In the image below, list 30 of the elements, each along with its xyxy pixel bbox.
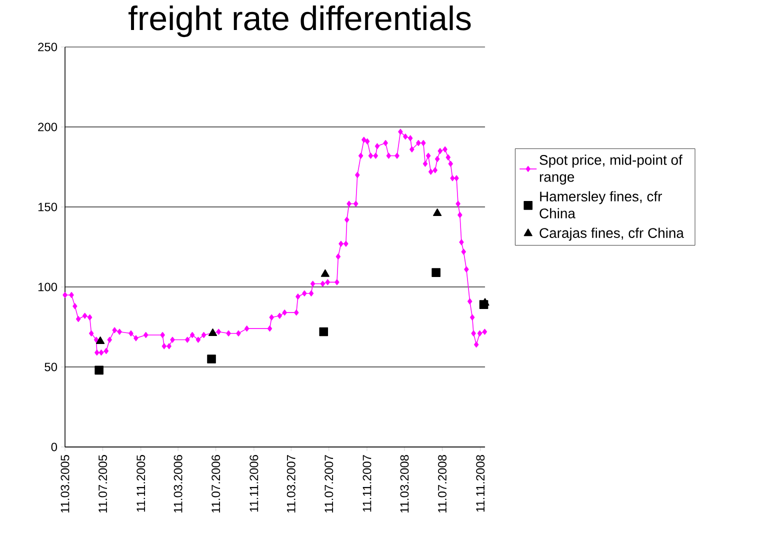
chart-title: freight rate differentials xyxy=(128,6,471,38)
legend-label: Spot price, mid-point of range xyxy=(540,154,682,185)
y-tick-label: 200 xyxy=(38,122,58,132)
legend-label: Hamersley fines, cfr China xyxy=(540,191,662,218)
x-tick-label: 11.11.2008 xyxy=(476,455,485,512)
x-tick-label: 11.07.2008 xyxy=(438,455,446,513)
x-tick-label: 11.11.2005 xyxy=(136,455,146,512)
x-tick-label: 11.03.2007 xyxy=(286,455,296,513)
point xyxy=(432,268,440,277)
x-tick-label: 11.07.2006 xyxy=(212,455,220,513)
x-tick-label: 11.07.2005 xyxy=(98,455,108,513)
y-tick-label: 100 xyxy=(38,282,58,292)
x-tick-label: 11.07.2007 xyxy=(324,455,334,513)
point xyxy=(96,336,105,344)
point xyxy=(320,269,330,277)
legend-label: Carajas fines, cfr China xyxy=(540,228,684,241)
point xyxy=(208,328,218,336)
y-tick-label: 50 xyxy=(44,362,58,372)
y-tick-label: 250 xyxy=(38,42,58,52)
point xyxy=(433,208,442,216)
x-tick-label: 11.03.2005 xyxy=(60,455,70,513)
point xyxy=(207,354,216,364)
x-tick-label: 11.03.2008 xyxy=(400,455,409,513)
point xyxy=(319,327,328,336)
y-tick-label: 0 xyxy=(51,442,58,452)
point xyxy=(94,366,104,375)
x-tick-label: 11.11.2006 xyxy=(250,455,258,512)
y-tick-label: 150 xyxy=(38,202,58,212)
x-tick-label: 11.11.2007 xyxy=(362,455,372,512)
x-tick-label: 11.03.2006 xyxy=(174,455,182,513)
